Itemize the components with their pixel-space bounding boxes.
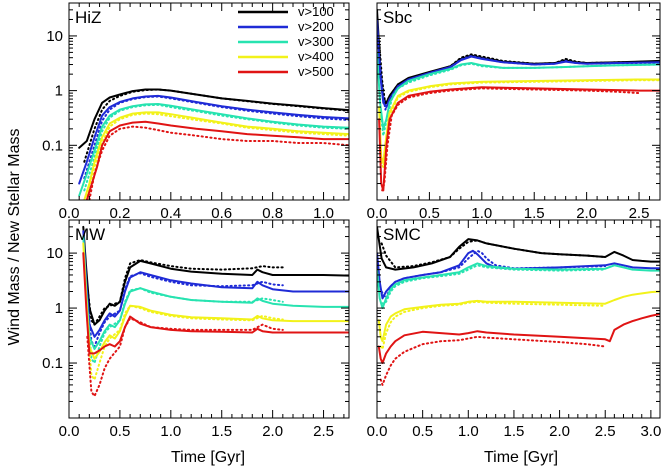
series-line-smc-v300-dotted [380,264,607,305]
x-tick-label-mw: 0.0 [59,423,80,440]
series-line-smc-v500-solid [377,313,660,364]
x-tick-label-smc: 1.5 [504,423,525,440]
series-line-mw-v400-dotted [86,304,284,381]
legend-label-v500: v>500 [298,64,334,79]
panel-hiz: 10 1 0.1 0.0 0.2 0.4 0.6 0.8 1.0 HiZ [42,2,350,222]
y-tick-label-mw: 1 [55,300,63,317]
x-tick-label-sbc: 2.0 [576,205,597,222]
x-tick-label-sbc: 0.0 [367,205,388,222]
series-line-hiz-v200-dotted [83,95,349,180]
panels-layer: 10 1 0.1 0.0 0.2 0.4 0.6 0.8 1.0 HiZ 0.0 0.5 1.0 1.5 2… [42,2,661,440]
x-tick-label-smc: 0.5 [412,423,433,440]
series-line-hiz-v100-solid [78,88,349,149]
x-tick-label-sbc: 1.5 [524,205,545,222]
x-tick-label-hiz: 0.2 [109,205,130,222]
x-tick-label-hiz: 1.0 [313,205,334,222]
series-line-smc-v400-solid [377,290,660,343]
panel-sbc: 0.0 0.5 1.0 1.5 2.0 2.5 Sbc [367,2,661,222]
series-group-sbc [377,8,660,192]
panel-title-mw: MW [75,225,105,244]
x-tick-label-hiz: 0.6 [211,205,232,222]
series-line-hiz-v100-dotted [83,88,349,163]
x-tick-label-hiz: 0.8 [262,205,283,222]
y-tick-label-hiz: 1 [55,83,63,100]
series-line-hiz-v500-solid [85,120,349,200]
axes-frame-mw [68,219,350,419]
x-tick-label-smc: 2.5 [595,423,616,440]
series-line-hiz-v500-dotted [88,125,349,200]
x-axis-title-right: Time [Gyr] [484,449,558,466]
series-line-sbc-v200-dotted [378,51,660,111]
panel-title-hiz: HiZ [75,8,101,27]
series-line-sbc-v500-solid [378,86,660,192]
x-tick-label-hiz: 0.4 [160,205,181,222]
series-line-mw-v400-solid [82,242,349,360]
series-line-mw-v200-dotted [86,272,284,348]
series-line-mw-v100-solid [82,225,349,326]
axes-frame-sbc [376,2,661,201]
x-tick-label-smc: 3.0 [640,423,661,440]
series-line-hiz-v300-dotted [83,103,349,192]
series-group-mw [82,225,349,398]
series-line-mw-v500-dotted [86,317,284,398]
series-line-smc-v100-dotted [380,239,607,269]
x-tick-label-sbc: 1.0 [471,205,492,222]
panel-title-smc: SMC [383,225,421,244]
panel-title-sbc: Sbc [383,8,413,27]
x-tick-label-sbc: 0.5 [419,205,440,222]
x-tick-label-smc: 1.0 [458,423,479,440]
series-line-mw-v500-solid [82,252,349,355]
axes-frame-hiz [68,2,350,201]
legend: v>100 v>200 v>300 v>400 v>500 [238,4,334,79]
legend-label-v200: v>200 [298,19,334,34]
panel-smc: 0.0 0.5 1.0 1.5 2.0 2.5 3.0 SMC [367,219,661,440]
y-tick-label-mw: 0.1 [42,355,63,372]
series-line-mw-v100-dotted [86,259,284,326]
series-line-mw-v300-dotted [86,287,284,364]
legend-label-v300: v>300 [298,34,334,49]
series-line-smc-v500-dotted [379,335,607,386]
x-tick-label-hiz: 0.0 [59,205,80,222]
x-tick-label-mw: 2.5 [313,423,334,440]
series-line-sbc-v100-dotted [378,40,660,106]
y-tick-label-hiz: 0.1 [42,137,63,154]
series-line-sbc-v500-dotted [381,87,640,192]
x-tick-label-mw: 0.5 [109,423,130,440]
series-line-mw-v200-solid [82,230,349,338]
x-tick-label-smc: 2.0 [549,423,570,440]
series-line-sbc-v300-dotted [379,62,660,137]
series-group-hiz [78,88,349,200]
x-tick-label-smc: 0.0 [367,423,388,440]
x-tick-label-mw: 1.0 [160,423,181,440]
series-group-smc [377,225,660,386]
legend-label-v100: v>100 [298,4,334,19]
x-tick-label-sbc: 2.5 [629,205,650,222]
series-line-smc-v300-solid [377,262,660,310]
y-axis-title: Wind Mass / New Stellar Mass [6,129,23,346]
axes-frame-smc [376,219,661,419]
x-tick-label-mw: 1.5 [211,423,232,440]
x-axis-title-left: Time [Gyr] [171,449,245,466]
series-line-smc-v400-dotted [379,300,607,350]
legend-label-v400: v>400 [298,49,334,64]
series-line-hiz-v400-solid [83,111,349,200]
panel-mw: 10 1 0.1 0.0 0.5 1.0 1.5 2.0 2.5 MW [42,219,350,440]
series-line-smc-v200-dotted [380,249,607,300]
x-tick-label-mw: 2.0 [262,423,283,440]
y-tick-label-hiz: 10 [46,28,63,45]
series-line-sbc-v400-solid [378,78,660,163]
y-tick-label-mw: 10 [46,245,63,262]
